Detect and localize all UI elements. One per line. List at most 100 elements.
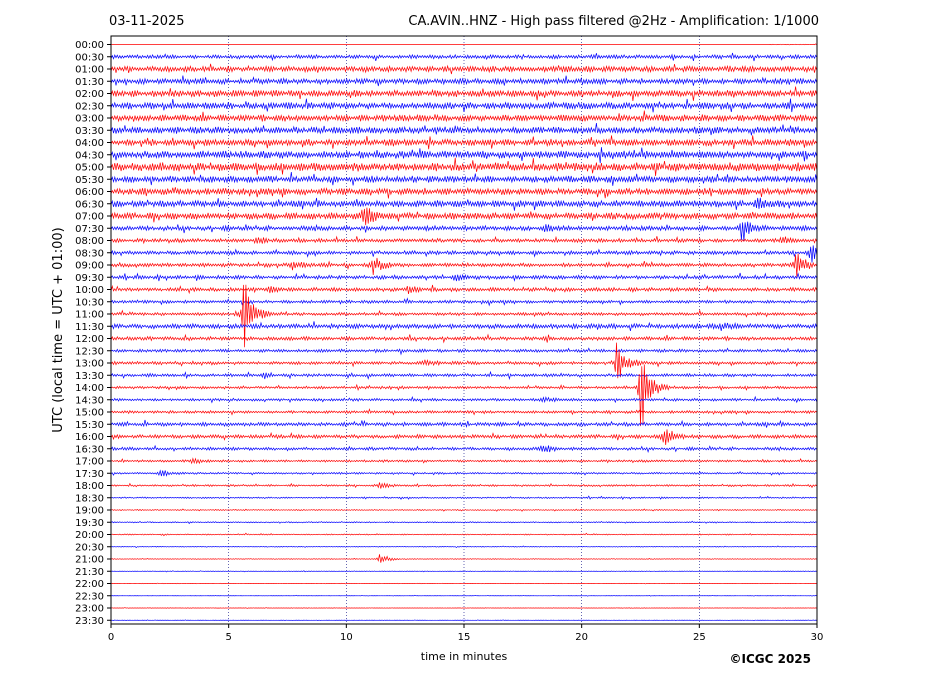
x-tick-label: 20	[575, 632, 588, 643]
seismic-trace	[111, 147, 817, 164]
seismic-trace	[111, 284, 817, 295]
seismic-trace	[111, 98, 817, 113]
row-time-label: 12:00	[75, 334, 104, 345]
row-time-label: 23:30	[75, 616, 104, 627]
row-time-label: 09:00	[75, 261, 104, 272]
x-tick-label: 10	[340, 632, 353, 643]
row-time-label: 17:00	[75, 457, 104, 468]
row-time-label: 19:30	[75, 518, 104, 529]
row-time-label: 10:00	[75, 285, 104, 296]
row-time-label: 16:30	[75, 444, 104, 455]
row-time-label: 07:30	[75, 224, 104, 235]
x-axis-label: time in minutes	[421, 650, 508, 663]
seismic-trace	[111, 570, 817, 573]
row-time-label: 14:00	[75, 383, 104, 394]
row-time-label: 15:00	[75, 408, 104, 419]
seismic-trace	[111, 457, 817, 465]
trace-group	[111, 43, 817, 621]
seismic-trace	[111, 545, 817, 549]
x-tick-label: 15	[458, 632, 471, 643]
seismic-trace	[111, 333, 817, 344]
seismic-trace	[111, 272, 817, 282]
seismic-trace	[111, 207, 817, 226]
row-time-label: 18:00	[75, 481, 104, 492]
date-label: 03-11-2025	[109, 14, 185, 29]
row-time-label: 18:30	[75, 493, 104, 504]
seismic-trace	[111, 63, 817, 75]
x-tick-label: 25	[693, 632, 706, 643]
seismic-trace	[111, 370, 817, 381]
row-time-label: 01:30	[75, 77, 104, 88]
row-time-label: 03:00	[75, 114, 104, 125]
x-tick-label: 5	[225, 632, 231, 643]
seismic-trace	[111, 482, 817, 489]
x-tick-label: 0	[108, 632, 114, 643]
seismic-trace	[111, 408, 817, 416]
row-time-label: 20:30	[75, 542, 104, 553]
seismic-trace	[111, 321, 817, 331]
row-time-label: 19:00	[75, 506, 104, 517]
row-time-label: 05:00	[75, 163, 104, 174]
seismic-trace	[111, 43, 817, 46]
row-time-label: 21:30	[75, 567, 104, 578]
seismic-trace	[111, 110, 817, 123]
row-time-label: 16:00	[75, 432, 104, 443]
row-time-label: 10:30	[75, 297, 104, 308]
seismic-trace	[111, 253, 817, 277]
chart-title: CA.AVIN..HNZ - High pass filtered @2Hz -…	[408, 14, 819, 29]
seismic-trace	[111, 554, 817, 563]
row-time-label: 00:30	[75, 52, 104, 63]
row-time-label: 01:00	[75, 65, 104, 76]
seismic-trace	[111, 245, 817, 263]
seismic-trace	[111, 607, 817, 609]
x-axis-ticks: 0 5 10 15 20 25 30	[108, 624, 824, 643]
seismic-trace	[111, 123, 817, 136]
row-time-label: 02:30	[75, 101, 104, 112]
row-time-label: 15:30	[75, 420, 104, 431]
row-time-label: 04:30	[75, 150, 104, 161]
row-time-label: 21:00	[75, 555, 104, 566]
seismic-trace	[111, 197, 817, 211]
seismic-trace	[111, 235, 817, 245]
seismic-trace	[111, 52, 817, 62]
seismic-trace	[111, 508, 817, 512]
row-time-label: 02:00	[75, 89, 104, 100]
grid-lines	[228, 36, 700, 624]
seismic-trace	[111, 297, 817, 307]
row-time-label: 22:30	[75, 591, 104, 602]
row-time-label: 13:00	[75, 359, 104, 370]
seismic-trace	[111, 221, 817, 242]
seismic-trace	[111, 594, 817, 597]
seismic-trace	[111, 347, 817, 356]
seismic-trace	[111, 187, 817, 199]
row-time-label: 17:30	[75, 469, 104, 480]
row-time-label: 20:00	[75, 530, 104, 541]
row-time-label: 13:30	[75, 371, 104, 382]
row-time-label: 03:30	[75, 126, 104, 137]
seismic-trace	[111, 171, 817, 186]
seismic-trace	[111, 395, 817, 404]
seismic-trace	[111, 582, 817, 585]
seismic-trace	[111, 135, 817, 150]
row-time-label: 06:30	[75, 199, 104, 210]
row-time-label: 22:00	[75, 579, 104, 590]
row-time-label: 07:00	[75, 212, 104, 223]
seismic-trace	[111, 469, 817, 477]
copyright-label: ©ICGC 2025	[729, 652, 811, 666]
seismic-trace	[111, 75, 817, 87]
row-time-label: 08:30	[75, 248, 104, 259]
row-time-label: 14:30	[75, 395, 104, 406]
row-time-label: 09:30	[75, 273, 104, 284]
seismic-trace	[111, 364, 817, 427]
seismic-trace	[111, 520, 817, 525]
row-time-label: 12:30	[75, 346, 104, 357]
x-tick-label: 30	[811, 632, 824, 643]
seismic-trace	[111, 284, 817, 348]
seismic-trace	[111, 444, 817, 453]
seismic-trace	[111, 157, 817, 177]
y-axis-label: UTC (local time = UTC + 01:00)	[51, 227, 66, 432]
row-time-label: 23:00	[75, 604, 104, 615]
